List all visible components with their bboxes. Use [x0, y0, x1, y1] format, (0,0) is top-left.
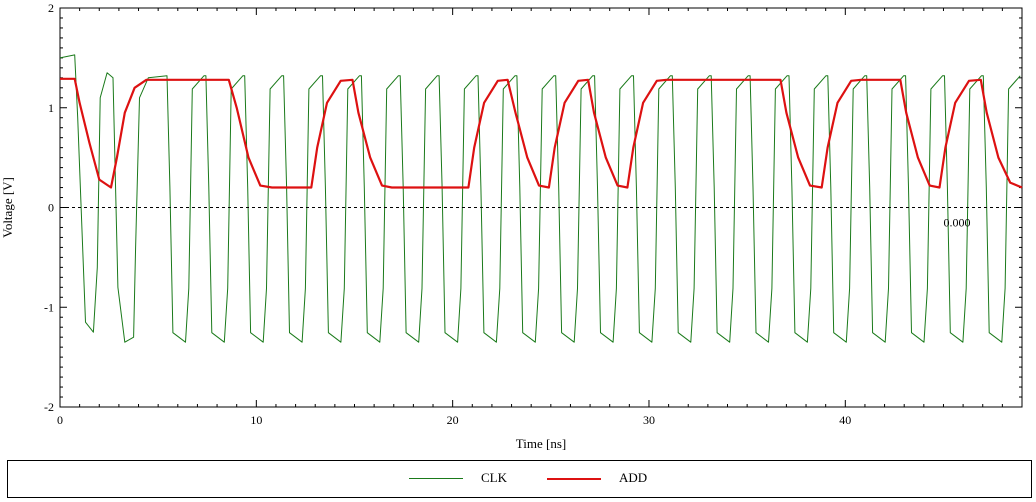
x-tick-label: 30	[643, 413, 655, 427]
legend-label-clk: CLK	[481, 470, 507, 485]
series-line-add	[60, 77, 1023, 189]
x-tick-label: 20	[447, 413, 459, 427]
series-layer	[59, 54, 1023, 343]
legend-swatch-clk	[409, 478, 463, 479]
x-axis-label: Time [ns]	[516, 436, 566, 451]
y-tick-label: -1	[44, 300, 54, 314]
y-tick-label: -2	[44, 400, 54, 414]
zero-reference-label: 0.000	[943, 216, 970, 230]
legend: CLK ADD	[7, 460, 1032, 498]
series-line-clk	[59, 54, 1021, 343]
y-axis-label: Voltage [V]	[0, 177, 15, 238]
x-tick-label: 40	[839, 413, 851, 427]
axis-ticks: 0 10 20 30 40 -2 -1 0 1 2	[44, 1, 1023, 427]
y-tick-label: 2	[48, 1, 54, 15]
y-tick-label: 0	[48, 201, 54, 215]
legend-label-add: ADD	[619, 470, 648, 485]
y-tick-label: 1	[48, 101, 54, 115]
x-tick-label: 10	[250, 413, 262, 427]
x-tick-label: 0	[57, 413, 63, 427]
voltage-time-chart: 0 10 20 30 40 -2 -1 0 1 2 0.000 Time [ns] Voltage…	[0, 1, 1023, 451]
legend-swatch-add	[547, 478, 601, 480]
